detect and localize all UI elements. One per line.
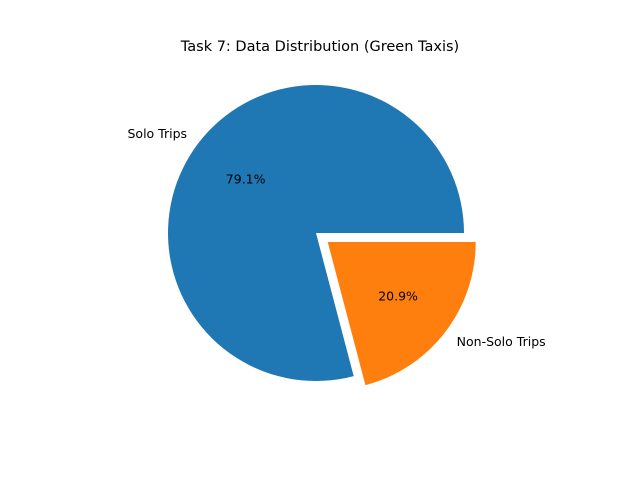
slice-label-solo-trips: Solo Trips [128, 126, 188, 141]
pie-labels: Solo Trips 79.1% Non-Solo Trips 20.9% [128, 126, 546, 349]
slice-label-non-solo-trips: Non-Solo Trips [457, 334, 546, 349]
pie-slices [167, 85, 476, 386]
slice-percent-non-solo-trips: 20.9% [378, 289, 418, 304]
slice-percent-solo-trips: 79.1% [226, 171, 266, 186]
pie-slice-non-solo-trips [327, 242, 476, 386]
chart-title: Task 7: Data Distribution (Green Taxis) [180, 39, 459, 55]
pie-slice-solo-trips [167, 85, 464, 381]
